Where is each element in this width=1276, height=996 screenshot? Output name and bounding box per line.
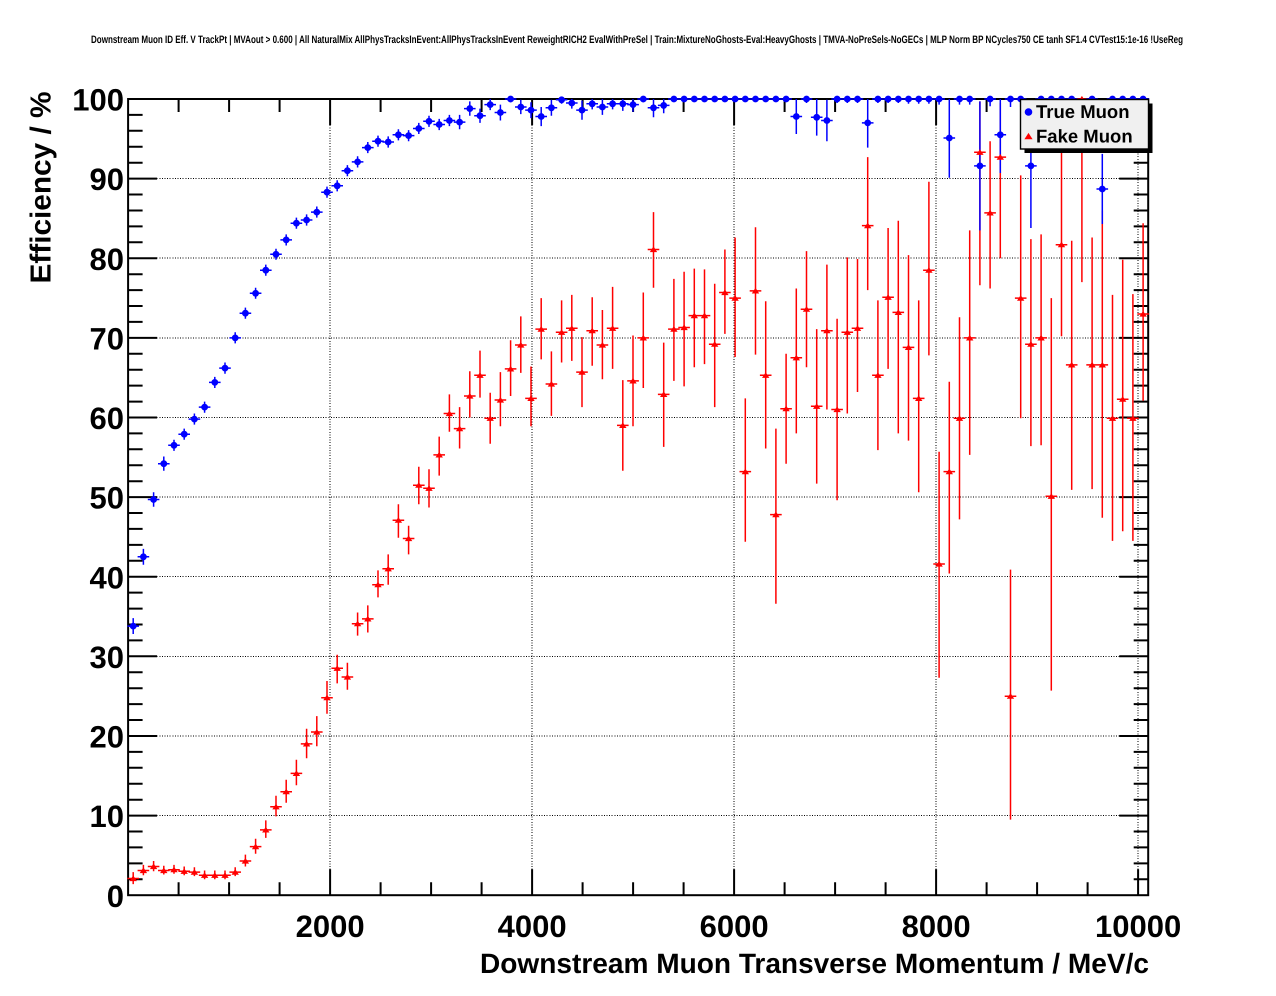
svg-text:10000: 10000: [1095, 909, 1181, 944]
svg-text:0: 0: [107, 879, 124, 914]
svg-text:Fake Muon: Fake Muon: [1036, 126, 1133, 147]
svg-text:Efficiency / %: Efficiency / %: [26, 91, 58, 283]
svg-text:60: 60: [90, 401, 124, 436]
svg-text:30: 30: [90, 640, 124, 675]
svg-text:90: 90: [90, 162, 124, 197]
svg-text:6000: 6000: [700, 909, 769, 944]
svg-text:Downstream Muon ID Eff. V Trac: Downstream Muon ID Eff. V TrackPt | MVAo…: [91, 34, 1183, 46]
svg-text:20: 20: [90, 720, 124, 755]
svg-text:8000: 8000: [902, 909, 971, 944]
svg-text:Downstream Muon Transverse Mom: Downstream Muon Transverse Momentum / Me…: [480, 948, 1149, 979]
svg-text:4000: 4000: [498, 909, 567, 944]
svg-text:80: 80: [90, 242, 124, 277]
svg-text:50: 50: [90, 481, 124, 516]
svg-text:100: 100: [72, 83, 124, 118]
svg-text:10: 10: [90, 799, 124, 834]
svg-text:2000: 2000: [296, 909, 365, 944]
svg-text:40: 40: [90, 560, 124, 595]
svg-text:70: 70: [90, 322, 124, 357]
svg-text:True Muon: True Muon: [1036, 101, 1130, 122]
